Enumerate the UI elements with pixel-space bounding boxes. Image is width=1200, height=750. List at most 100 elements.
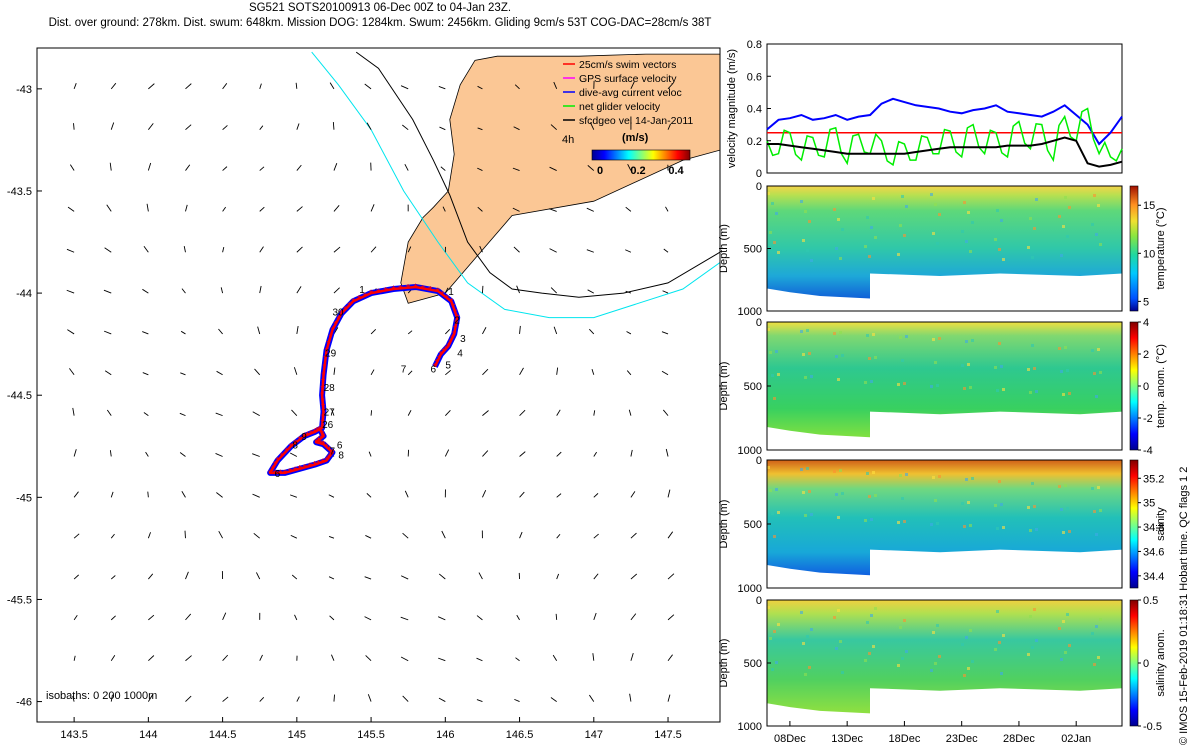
current-vector-arrow [145,451,149,457]
current-vector-arrow [476,699,483,702]
section-speckle [833,616,836,619]
current-vector-arrow [662,290,669,294]
current-vector-arrow [180,330,186,335]
current-vector-arrow [630,491,636,498]
current-vector-arrow [549,248,557,253]
swim-vector-marker: * [321,401,326,413]
section-speckle [996,610,999,613]
current-vector-arrow [364,616,372,621]
current-vector-arrow [550,124,557,131]
section-speckle [870,226,873,229]
section-speckle [1064,651,1067,654]
current-vector-arrow [103,289,112,294]
section-speckle [837,218,840,221]
section-speckle [899,474,902,477]
section-speckle [868,255,871,258]
section-speckle [965,636,968,639]
current-vector-arrow [370,329,377,335]
swim-vector-marker: * [317,458,322,470]
section-speckle [1035,528,1038,531]
current-vector-arrow [519,325,521,334]
current-vector-arrow [667,573,675,580]
section-speckle [1058,485,1061,488]
section-speckle [963,387,966,390]
section-speckle [868,652,871,655]
section-speckle [996,389,999,392]
colorbar-tick-label: 0 [1143,658,1149,670]
section-speckle [967,363,970,366]
section-speckle [833,208,836,211]
section-speckle [835,493,838,496]
current-vector-arrow [110,533,115,539]
section-speckle [800,611,803,614]
section-speckle [967,667,970,670]
current-vector-arrow [402,532,409,539]
section-ylabel: Depth (m) [718,500,730,549]
section-y-tick-label: 500 [744,658,762,670]
section-speckle [804,514,807,517]
section-speckle [930,669,933,672]
current-vector-arrow [404,163,409,171]
section-speckle [936,624,939,627]
current-vector-arrow [296,696,300,702]
section-speckle [934,662,937,665]
section-speckle [1095,625,1098,628]
swim-vector-marker: * [326,339,331,351]
current-vector-arrow [400,656,409,662]
section-frame [766,599,1123,727]
current-vector-arrow [407,370,413,376]
current-vector-arrow [179,452,186,457]
section-speckle [963,525,966,528]
section-speckle [938,337,941,340]
section-colorbar-label: temperature (°C) [1155,207,1167,289]
section-speckle [905,205,908,208]
current-vector-arrow [66,289,75,294]
date-tick-label: 23Dec [946,733,978,745]
current-vector-arrow [630,532,637,539]
section-speckle [1066,507,1069,510]
section-speckle [1058,215,1061,218]
section-y-tick-label: 0 [756,455,762,467]
velocity-ylabel: velocity magnitude (m/s) [726,49,738,168]
current-vector-arrow [185,613,192,621]
section-speckle [971,660,974,663]
section-speckle [1091,632,1094,635]
current-vector-arrow [438,573,446,580]
section-speckle [1033,505,1036,508]
section-speckle [1002,388,1005,391]
current-vector-arrow [183,246,186,253]
section-speckle [930,193,933,196]
section-speckle [1000,365,1003,368]
swim-vector-marker: * [293,438,298,450]
section-speckle [806,467,809,470]
section-speckle [897,253,900,256]
section-speckle [930,523,933,526]
current-vector-arrow [667,123,671,130]
current-vector-arrow [293,367,298,375]
section-speckle [965,478,968,481]
current-vector-arrow [73,655,76,661]
current-vector-arrow [477,167,483,171]
current-vector-arrow [216,492,223,498]
section-speckle [1000,219,1003,222]
section-speckle [901,195,904,198]
current-vector-arrow [148,123,154,130]
swim-vector-marker: * [273,468,278,480]
current-vector-arrow [556,451,562,457]
section-speckle [806,249,809,252]
section-speckle [932,476,935,479]
current-vector-arrow [407,330,413,335]
current-vector-arrow [630,81,635,90]
section-speckle [767,466,770,469]
section-speckle [1002,634,1005,637]
current-vector-arrow [370,288,377,294]
section-colorbar [1129,321,1139,451]
current-vector-arrow [294,614,298,621]
current-vector-arrow [366,122,372,130]
current-vector-arrow [370,204,375,212]
section-speckle [965,340,968,343]
current-vector-arrow [630,449,633,457]
map-colorbar-tick: 0.4 [668,165,684,177]
swim-vector-marker: * [320,396,325,408]
